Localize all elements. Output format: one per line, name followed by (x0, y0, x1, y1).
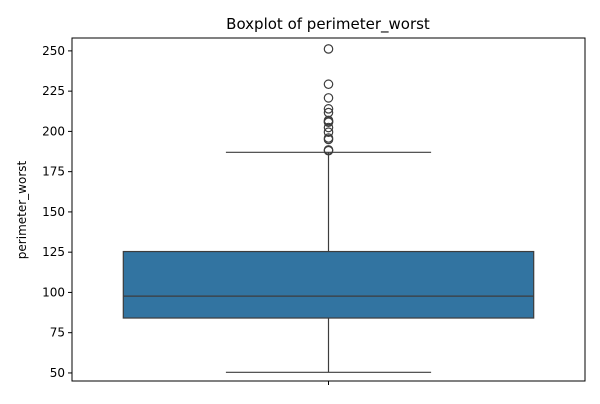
outlier-point (323, 145, 334, 155)
y-tick-label: 225 (42, 84, 65, 98)
outlier-point (323, 133, 334, 143)
outlier-point (323, 44, 334, 54)
outlier-point (323, 104, 334, 114)
iqr-box (122, 250, 535, 319)
y-tick-label: 175 (42, 165, 65, 179)
outlier-point (323, 93, 334, 103)
outlier-point (323, 122, 334, 133)
y-tick-label: 150 (42, 205, 65, 219)
outlier-point (323, 127, 334, 138)
y-tick-label: 100 (42, 285, 65, 299)
y-tick-label: 50 (50, 366, 65, 380)
outlier-point (323, 79, 334, 90)
chart-title: Boxplot of perimeter_worst (226, 15, 430, 34)
plot-area: 50 75 100 125 150 175 200 225 250 (42, 37, 586, 385)
outlier-point (323, 107, 334, 118)
y-tick-label: 75 (50, 326, 65, 340)
y-axis-label: perimeter_worst (15, 161, 29, 260)
y-tick-label: 200 (42, 124, 65, 138)
y-tick-label: 250 (42, 44, 65, 58)
y-tick-label: 125 (42, 245, 65, 259)
